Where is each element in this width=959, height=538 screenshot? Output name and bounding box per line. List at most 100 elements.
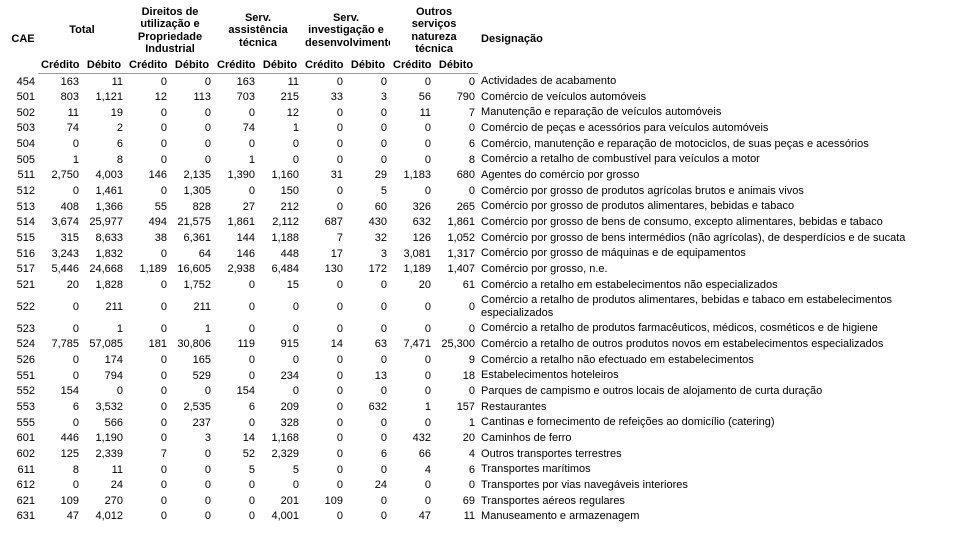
row-value: 0 bbox=[302, 430, 346, 446]
row-value: 38 bbox=[126, 230, 170, 246]
row-value: 0 bbox=[170, 493, 214, 509]
row-value: 703 bbox=[214, 89, 258, 105]
row-value: 32 bbox=[346, 230, 390, 246]
row-value: 0 bbox=[390, 368, 434, 384]
header-group-2: Direitos de utilização e Propriedade Ind… bbox=[126, 4, 214, 58]
row-value: 0 bbox=[346, 415, 390, 431]
row-value: 494 bbox=[126, 214, 170, 230]
row-value: 57,085 bbox=[82, 337, 126, 353]
row-value: 61 bbox=[434, 277, 478, 293]
row-designation: Estabelecimentos hoteleiros bbox=[478, 368, 951, 384]
row-value: 1,188 bbox=[258, 230, 302, 246]
row-cae: 551 bbox=[8, 368, 38, 384]
row-value: 0 bbox=[302, 352, 346, 368]
row-value: 211 bbox=[82, 293, 126, 321]
table-row: 5051800100008Comércio a retalho de combu… bbox=[8, 152, 951, 168]
table-row: 5550566023703280001Cantinas e fornecimen… bbox=[8, 415, 951, 431]
row-value: 209 bbox=[258, 399, 302, 415]
row-value: 0 bbox=[170, 152, 214, 168]
row-value: 74 bbox=[38, 121, 82, 137]
row-value: 8 bbox=[82, 152, 126, 168]
row-value: 0 bbox=[302, 399, 346, 415]
row-value: 0 bbox=[170, 74, 214, 90]
row-value: 0 bbox=[346, 430, 390, 446]
row-value: 315 bbox=[38, 230, 82, 246]
row-value: 0 bbox=[346, 462, 390, 478]
row-cae: 524 bbox=[8, 337, 38, 353]
row-value: 1,366 bbox=[82, 199, 126, 215]
row-cae: 621 bbox=[8, 493, 38, 509]
row-value: 17 bbox=[302, 246, 346, 262]
row-value: 0 bbox=[38, 321, 82, 337]
row-value: 66 bbox=[390, 446, 434, 462]
row-value: 11 bbox=[390, 105, 434, 121]
row-value: 20 bbox=[38, 277, 82, 293]
row-value: 0 bbox=[170, 462, 214, 478]
row-value: 5 bbox=[346, 183, 390, 199]
row-value: 2,329 bbox=[258, 446, 302, 462]
row-cae: 611 bbox=[8, 462, 38, 478]
row-value: 1,861 bbox=[434, 214, 478, 230]
row-value: 9 bbox=[434, 352, 478, 368]
row-value: 125 bbox=[38, 446, 82, 462]
subheader-8: Crédito bbox=[390, 58, 434, 74]
row-designation: Caminhos de ferro bbox=[478, 430, 951, 446]
row-value: 0 bbox=[302, 415, 346, 431]
row-value: 14 bbox=[214, 430, 258, 446]
row-value: 0 bbox=[38, 477, 82, 493]
row-value: 144 bbox=[214, 230, 258, 246]
row-value: 0 bbox=[214, 105, 258, 121]
row-designation: Comércio por grosso, n.e. bbox=[478, 261, 951, 277]
row-cae: 505 bbox=[8, 152, 38, 168]
row-value: 0 bbox=[434, 183, 478, 199]
row-value: 4 bbox=[390, 462, 434, 478]
row-value: 7 bbox=[434, 105, 478, 121]
row-designation: Comércio a retalho em estabelecimentos n… bbox=[478, 277, 951, 293]
row-value: 52 bbox=[214, 446, 258, 462]
row-value: 0 bbox=[214, 415, 258, 431]
row-value: 1 bbox=[170, 321, 214, 337]
row-value: 0 bbox=[126, 183, 170, 199]
table-row: 4541631100163110000Actividades de acabam… bbox=[8, 74, 951, 90]
row-value: 18 bbox=[434, 368, 478, 384]
row-value: 181 bbox=[126, 337, 170, 353]
subheader-2: Crédito bbox=[126, 58, 170, 74]
row-value: 0 bbox=[214, 368, 258, 384]
row-designation: Comércio a retalho de outros produtos no… bbox=[478, 337, 951, 353]
row-value: 0 bbox=[214, 493, 258, 509]
row-value: 0 bbox=[302, 74, 346, 90]
row-value: 0 bbox=[214, 352, 258, 368]
row-value: 0 bbox=[302, 136, 346, 152]
row-cae: 552 bbox=[8, 384, 38, 400]
row-value: 47 bbox=[390, 509, 434, 525]
table-row: 612024000002400Transportes por vias nave… bbox=[8, 477, 951, 493]
subheader-4: Crédito bbox=[214, 58, 258, 74]
table-row: 5018031,1211211370321533356790Comércio d… bbox=[8, 89, 951, 105]
row-value: 0 bbox=[302, 321, 346, 337]
row-value: 0 bbox=[346, 136, 390, 152]
row-value: 1,189 bbox=[126, 261, 170, 277]
row-value: 1,052 bbox=[434, 230, 478, 246]
row-value: 0 bbox=[302, 121, 346, 137]
row-value: 172 bbox=[346, 261, 390, 277]
row-value: 0 bbox=[346, 493, 390, 509]
row-value: 5,446 bbox=[38, 261, 82, 277]
row-value: 0 bbox=[82, 384, 126, 400]
row-designation: Comércio por grosso de bens intermédios … bbox=[478, 230, 951, 246]
row-value: 3 bbox=[170, 430, 214, 446]
row-value: 0 bbox=[126, 246, 170, 262]
table-row: 5134081,3665582827212060326265Comércio p… bbox=[8, 199, 951, 215]
row-value: 0 bbox=[126, 352, 170, 368]
row-value: 1 bbox=[390, 399, 434, 415]
header-group-3: Serv. assistência técnica bbox=[214, 4, 302, 58]
row-value: 6,484 bbox=[258, 261, 302, 277]
subheader-9: Débito bbox=[434, 58, 478, 74]
table-row: 5230101000000Comércio a retalho de produ… bbox=[8, 321, 951, 337]
row-value: 0 bbox=[346, 74, 390, 90]
row-value: 1,317 bbox=[434, 246, 478, 262]
row-value: 6 bbox=[434, 136, 478, 152]
row-value: 0 bbox=[258, 352, 302, 368]
header-group-6: Designação bbox=[478, 4, 951, 74]
row-value: 154 bbox=[214, 384, 258, 400]
row-cae: 454 bbox=[8, 74, 38, 90]
